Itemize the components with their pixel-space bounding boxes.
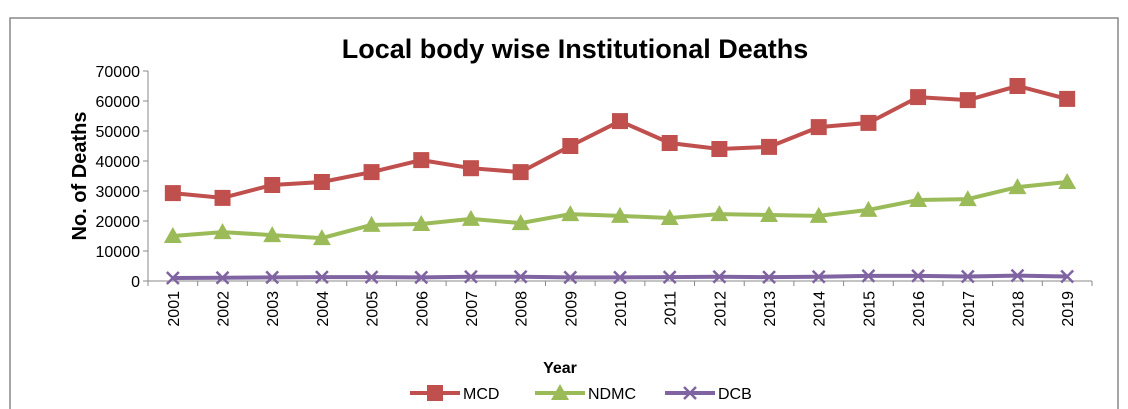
data-point (512, 164, 529, 181)
data-point (413, 152, 430, 169)
x-tick-label: 2011 (663, 291, 680, 326)
x-tick-label: 2010 (613, 291, 630, 327)
data-point (164, 185, 181, 202)
data-point (760, 206, 779, 222)
data-point (810, 119, 827, 136)
data-point (563, 270, 578, 285)
data-point (511, 214, 530, 231)
chart-title: Local body wise Institutional Deaths (342, 34, 809, 64)
data-point (809, 206, 828, 223)
data-point (1010, 268, 1025, 283)
legend-marker (683, 386, 697, 400)
data-point (263, 226, 282, 243)
data-point (861, 269, 876, 283)
data-point (461, 209, 480, 226)
data-point (213, 223, 232, 240)
data-point (1009, 78, 1026, 94)
x-tick-label: 2012 (712, 291, 729, 327)
data-point (859, 200, 878, 217)
data-point (264, 177, 281, 193)
data-point (462, 160, 479, 177)
data-point (959, 92, 976, 109)
data-point (214, 189, 231, 206)
legend-label: NDMC (588, 386, 636, 403)
y-tick-label: 30000 (96, 184, 141, 201)
data-point (1059, 90, 1076, 107)
x-tick-label: 2002 (216, 291, 233, 327)
y-tick-label: 0 (131, 274, 140, 291)
y-axis-label: No. of Deaths (69, 112, 91, 241)
x-tick-label: 2017 (961, 291, 978, 327)
data-point (910, 89, 927, 106)
y-tick-label: 40000 (96, 154, 141, 171)
x-tick-label: 2007 (464, 291, 481, 327)
data-point (362, 215, 381, 232)
data-point (562, 138, 579, 154)
data-point (313, 174, 330, 190)
data-point (958, 190, 977, 207)
data-point (513, 269, 528, 284)
data-point (612, 113, 628, 130)
y-tick-label: 50000 (96, 124, 141, 141)
data-point (611, 206, 629, 223)
data-point (960, 269, 975, 284)
y-tick-label: 10000 (96, 244, 141, 261)
data-point (613, 270, 627, 285)
data-point (761, 138, 778, 155)
x-tick-label: 2015 (861, 291, 878, 327)
data-point (712, 269, 727, 284)
data-point (364, 270, 379, 284)
x-tick-label: 2004 (315, 291, 332, 327)
data-point (662, 270, 677, 284)
data-point (464, 269, 478, 284)
data-point (1060, 269, 1075, 284)
x-tick-label: 2005 (365, 291, 382, 327)
data-point (215, 270, 230, 285)
data-point (909, 191, 928, 207)
data-point (811, 269, 826, 284)
x-tick-label: 2001 (166, 291, 183, 327)
x-tick-label: 2009 (563, 291, 580, 327)
x-axis-label: Year (543, 360, 577, 377)
x-tick-label: 2008 (514, 291, 531, 327)
legend-marker (427, 385, 443, 401)
x-tick-label: 2016 (911, 291, 928, 327)
x-tick-label: 2006 (414, 291, 431, 327)
legend-label: DCB (718, 386, 752, 403)
data-point (312, 229, 331, 246)
x-tick-label: 2003 (265, 291, 282, 327)
x-tick-label: 2014 (812, 291, 829, 327)
legend-label: MCD (463, 386, 499, 403)
legend-marker (551, 384, 569, 400)
data-point (363, 164, 380, 181)
x-tick-label: 2013 (762, 291, 779, 327)
data-point (661, 135, 678, 151)
data-point (860, 114, 877, 131)
data-point (711, 141, 728, 157)
data-point (265, 270, 280, 285)
x-tick-label: 2018 (1010, 291, 1027, 327)
data-point (1058, 173, 1077, 189)
y-tick-label: 70000 (96, 64, 141, 81)
data-point (1008, 178, 1027, 195)
data-point (660, 209, 679, 225)
data-point (762, 270, 776, 284)
data-point (163, 227, 182, 243)
data-point (911, 269, 925, 283)
x-tick-label: 2019 (1060, 291, 1077, 327)
y-tick-label: 20000 (96, 214, 141, 231)
data-point (412, 215, 431, 231)
data-point (315, 270, 329, 284)
data-point (561, 205, 580, 222)
y-tick-label: 60000 (96, 94, 141, 111)
data-point (165, 271, 180, 285)
data-point (414, 270, 429, 285)
data-point (710, 205, 729, 222)
